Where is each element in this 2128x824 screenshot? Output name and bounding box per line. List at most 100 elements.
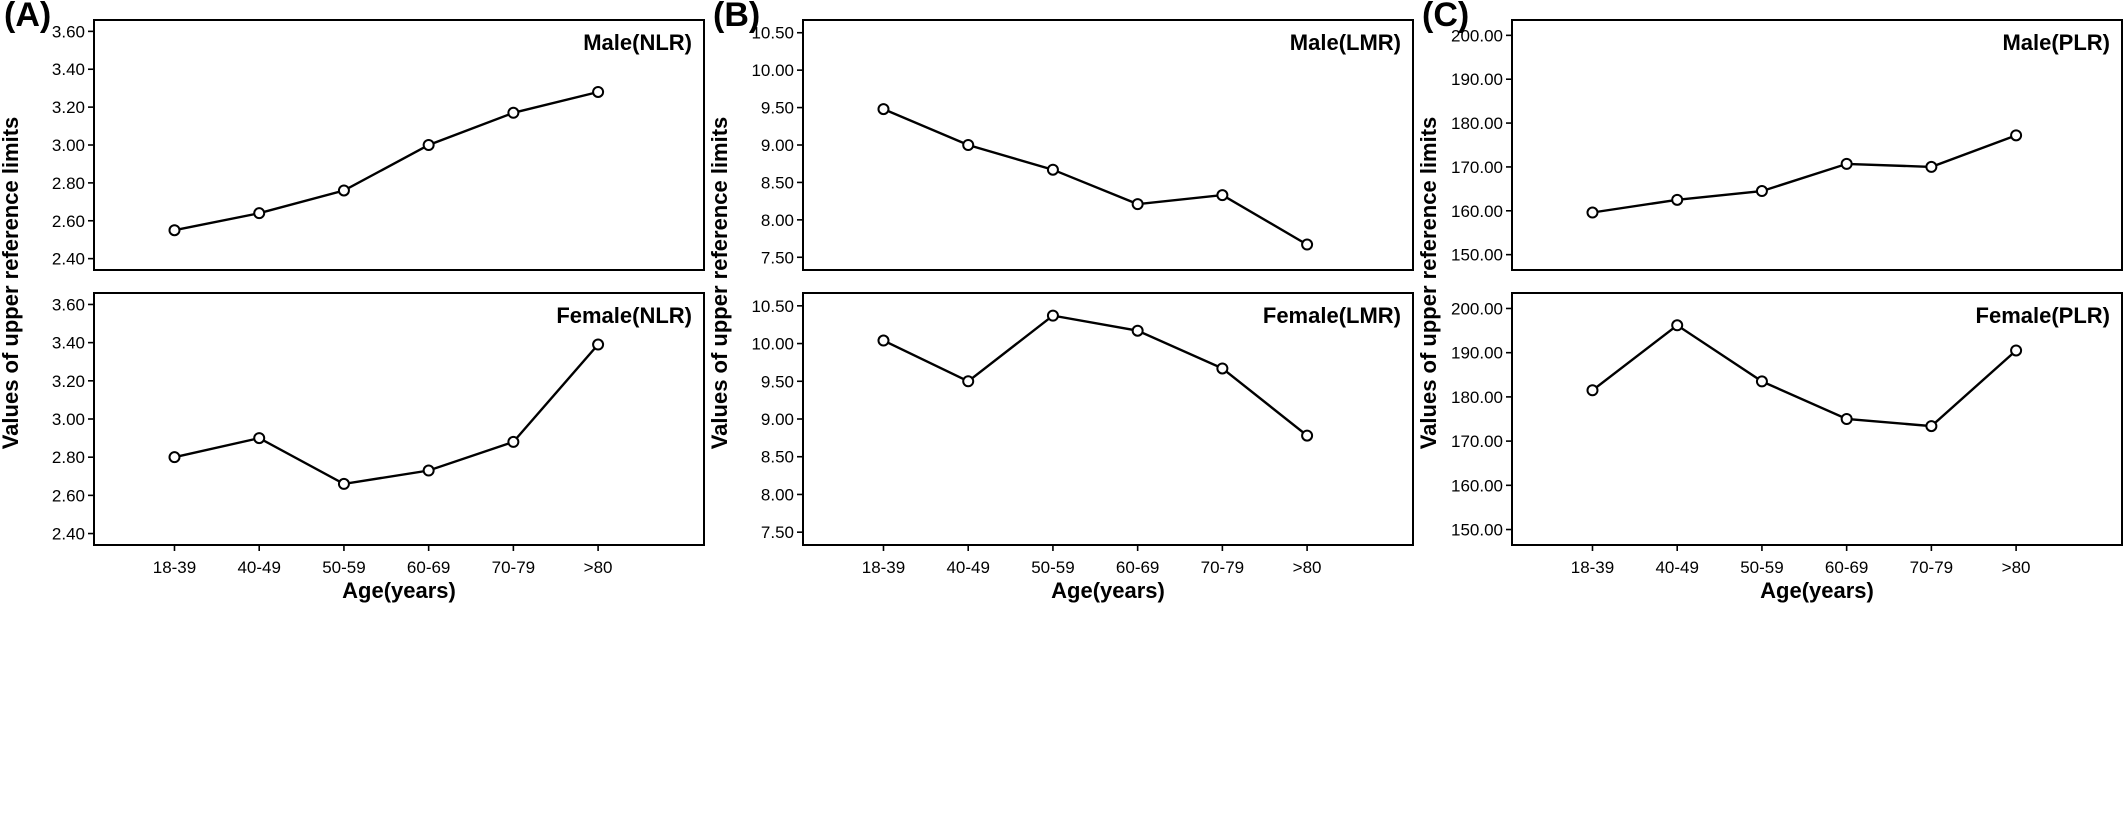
- data-point: [168, 451, 181, 464]
- panel-label: (B): [713, 0, 760, 34]
- x-tick-label: 18-39: [862, 558, 905, 577]
- y-tick-label: 10.00: [751, 335, 794, 354]
- data-point: [1131, 324, 1144, 337]
- data-point: [877, 103, 890, 116]
- y-tick-label: 150.00: [1451, 246, 1503, 265]
- y-tick-label: 150.00: [1451, 521, 1503, 540]
- y-tick-label: 2.40: [52, 525, 85, 544]
- y-tick-label: 8.50: [761, 448, 794, 467]
- y-tick-label: 7.50: [761, 523, 794, 542]
- x-tick-label: >80: [584, 558, 613, 577]
- x-tick-label: 18-39: [1571, 558, 1614, 577]
- y-tick-label: 10.50: [751, 297, 794, 316]
- x-tick-label: 60-69: [1116, 558, 1159, 577]
- plot-frame: [802, 19, 1414, 271]
- y-tick-label: 9.00: [761, 136, 794, 155]
- chart-a: (A) 2.40 2.60 2.80 3.00 3.20 3.40 3.60 Male(NLR)…: [0, 0, 705, 603]
- subplot-title: Female(PLR): [1976, 303, 2110, 328]
- data-point: [1216, 362, 1229, 375]
- x-tick-label: 60-69: [407, 558, 450, 577]
- x-tick-label: 70-79: [1201, 558, 1244, 577]
- x-tick-label: 70-79: [1910, 558, 1953, 577]
- data-point: [337, 184, 350, 197]
- y-tick-label: 180.00: [1451, 388, 1503, 407]
- data-point: [962, 139, 975, 151]
- data-point: [1755, 185, 1768, 198]
- panel-c: (C) 150.00 160.00 170.00 180.00 190.00 200.00 M…: [1416, 0, 2127, 824]
- y-tick-label: 3.00: [52, 410, 85, 429]
- y-tick-label: 7.50: [761, 248, 794, 267]
- x-tick-label: 50-59: [322, 558, 365, 577]
- data-point: [1840, 157, 1853, 170]
- plot-frame: [93, 19, 705, 271]
- x-tick-label: >80: [2002, 558, 2031, 577]
- data-point: [1216, 189, 1229, 202]
- y-tick-label: 8.00: [761, 211, 794, 230]
- data-point: [2010, 344, 2023, 357]
- data-point: [1586, 206, 1599, 219]
- y-tick-label: 3.40: [52, 60, 85, 79]
- x-axis-title: Age(years): [1760, 578, 1874, 603]
- x-tick-label: >80: [1293, 558, 1322, 577]
- data-point: [1046, 163, 1059, 176]
- y-tick-label: 10.50: [751, 24, 794, 43]
- subplot-title: Male(LMR): [1290, 30, 1401, 55]
- x-tick-label: 50-59: [1031, 558, 1074, 577]
- data-point: [592, 338, 605, 351]
- y-tick-label: 9.00: [761, 410, 794, 429]
- y-tick-label: 9.50: [761, 99, 794, 118]
- data-point: [253, 432, 266, 445]
- y-axis-title: Values of upper reference limits: [0, 117, 23, 450]
- data-point: [1840, 413, 1853, 425]
- data-point: [592, 85, 605, 98]
- y-tick-label: 3.60: [52, 295, 85, 314]
- y-tick-label: 2.80: [52, 448, 85, 467]
- y-tick-label: 200.00: [1451, 299, 1503, 318]
- x-axis-title: Age(years): [1051, 578, 1165, 603]
- y-axis-title: Values of upper reference limits: [1416, 117, 1441, 450]
- data-point: [1301, 238, 1314, 251]
- plot-frame: [93, 292, 705, 546]
- y-tick-label: 160.00: [1451, 202, 1503, 221]
- data-point: [962, 375, 975, 388]
- y-tick-label: 160.00: [1451, 476, 1503, 495]
- data-point: [422, 464, 435, 477]
- y-tick-label: 170.00: [1451, 158, 1503, 177]
- subplot-title: Male(NLR): [583, 30, 692, 55]
- x-tick-label: 70-79: [492, 558, 535, 577]
- data-point: [1925, 160, 1938, 173]
- data-point: [1301, 429, 1314, 442]
- series-line: [174, 343, 600, 486]
- x-tick-label: 40-49: [1655, 558, 1698, 577]
- x-tick-label: 18-39: [153, 558, 196, 577]
- panel-label: (C): [1422, 0, 1469, 34]
- data-point: [1046, 309, 1059, 322]
- data-point: [168, 224, 181, 237]
- data-point: [337, 477, 350, 490]
- y-tick-label: 3.20: [52, 98, 85, 117]
- y-tick-label: 3.40: [52, 334, 85, 353]
- subplot-title: Male(PLR): [2002, 30, 2110, 55]
- data-point: [422, 139, 435, 151]
- y-tick-label: 2.40: [52, 250, 85, 269]
- panel-label: (A): [4, 0, 51, 34]
- y-tick-label: 8.50: [761, 173, 794, 192]
- subplot-title: Female(LMR): [1263, 303, 1401, 328]
- data-point: [507, 106, 520, 119]
- panel-a: (A) 2.40 2.60 2.80 3.00 3.20 3.40 3.60 Male(NLR)…: [0, 0, 709, 824]
- subplot-title: Female(NLR): [556, 303, 692, 328]
- y-tick-label: 170.00: [1451, 432, 1503, 451]
- plot-frame: [1511, 19, 2123, 271]
- data-point: [1671, 193, 1684, 206]
- data-point: [1131, 198, 1144, 211]
- chart-c: (C) 150.00 160.00 170.00 180.00 190.00 200.00 M…: [1416, 0, 2123, 603]
- series-line: [883, 107, 1308, 246]
- data-point: [507, 435, 520, 448]
- y-tick-label: 3.60: [52, 22, 85, 41]
- data-point: [877, 334, 890, 347]
- x-axis-title: Age(years): [342, 578, 456, 603]
- data-point: [1671, 319, 1684, 332]
- y-tick-label: 2.80: [52, 174, 85, 193]
- series-line: [882, 314, 1308, 437]
- y-tick-label: 3.00: [52, 136, 85, 155]
